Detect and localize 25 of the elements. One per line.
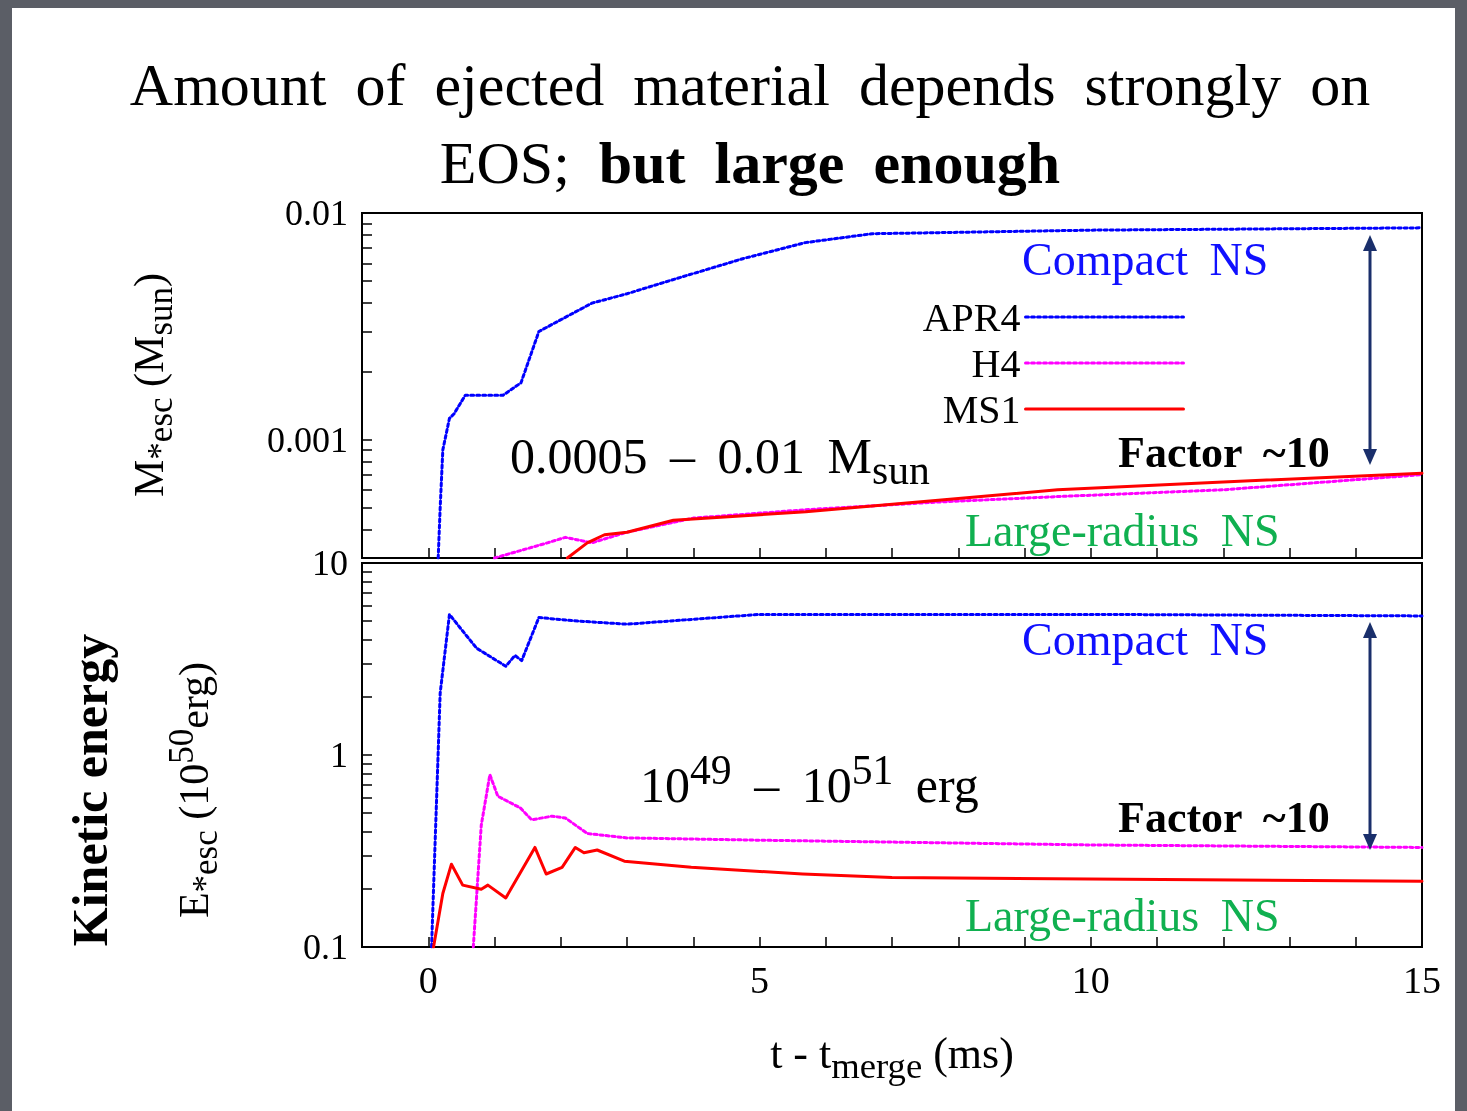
y-tick-label: 0.1 [303, 927, 348, 967]
annotation: Factor ~10 [1118, 427, 1330, 479]
legend-label: H4 [971, 340, 1021, 386]
annotation: Large-radius NS [965, 889, 1280, 943]
line-series [432, 845, 1424, 949]
chart-title: Amount of ejected material depends strongly on EOS; but large enough [129, 52, 1371, 196]
line-series [436, 226, 1424, 560]
legend-label: APR4 [922, 294, 1021, 340]
annotation: Large-radius NS [965, 504, 1280, 558]
annotation: Compact NS [1022, 613, 1269, 667]
y-tick-label: 10 [312, 543, 348, 583]
y-tick-label: 0.001 [267, 419, 348, 460]
annotation: 10$^{49}$ – 10$^{51}$ erg [640, 746, 979, 813]
line-series [430, 612, 1424, 949]
x-tick-label: 5 [750, 959, 769, 1001]
y-tick-label: 0.01 [285, 193, 348, 233]
y-tick-label: 1 [330, 735, 348, 775]
x-tick-label: 15 [1403, 959, 1441, 1001]
annotation: Compact NS [1022, 233, 1269, 287]
annotation: Factor ~10 [1118, 792, 1330, 844]
x-tick-label: 10 [1071, 959, 1110, 1001]
x-axis-title: t - t$_{merge}$ (ms) [769, 1028, 1015, 1088]
x-tick-label: 0 [418, 959, 438, 1001]
legend-label: MS1 [942, 386, 1021, 432]
annotation: 0.0005 – 0.01 M$_{sun}$ [510, 428, 930, 495]
